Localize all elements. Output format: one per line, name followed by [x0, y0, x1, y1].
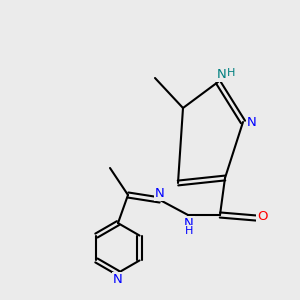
Text: N: N [155, 187, 165, 200]
Text: N: N [247, 116, 257, 128]
Text: N: N [113, 273, 123, 286]
Text: N: N [184, 217, 194, 230]
Text: H: H [226, 68, 235, 78]
Text: N: N [217, 68, 226, 81]
Text: O: O [257, 210, 268, 223]
Text: H: H [184, 226, 193, 236]
